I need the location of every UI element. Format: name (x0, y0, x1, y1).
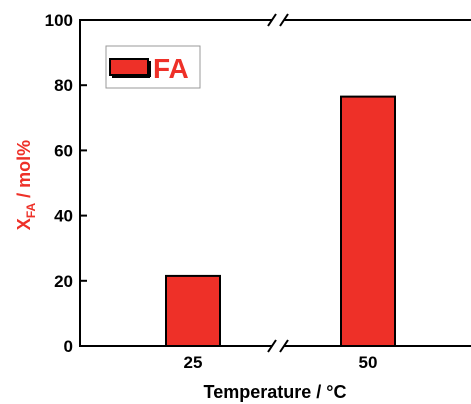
x-tick-label: 25 (184, 353, 203, 372)
bar-50 (340, 95, 396, 347)
x-axis-label: Temperature / °C (204, 382, 347, 402)
legend-label: FA (153, 53, 189, 84)
bars (165, 95, 396, 347)
bar-25 (165, 274, 221, 347)
x-tick-label: 50 (359, 353, 378, 372)
axis-break-bottom (267, 339, 289, 353)
y-tick-label: 20 (54, 272, 73, 291)
y-tick-label: 40 (54, 207, 73, 226)
y-axis-label-unit: / mol% (14, 140, 34, 203)
y-axis-label-subscript: FA (24, 203, 38, 219)
y-tick-label: 80 (54, 76, 73, 95)
legend-swatch (109, 58, 149, 76)
y-tick-label: 100 (45, 11, 73, 30)
axis-break-top (267, 13, 289, 27)
y-tick-label: 0 (64, 337, 73, 356)
y-tick-label: 60 (54, 141, 73, 160)
y-ticks: 0 20 40 60 80 100 (45, 11, 87, 356)
y-axis-label-main: X (14, 218, 34, 230)
y-axis-label: XFA / mol% (14, 140, 38, 230)
legend: FA (105, 45, 201, 89)
